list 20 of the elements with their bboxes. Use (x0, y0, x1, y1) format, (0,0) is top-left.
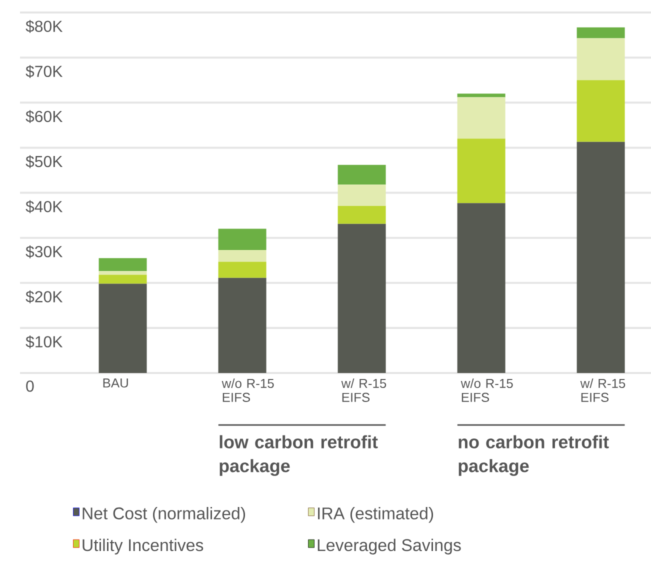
y-tick-label: $70K (26, 65, 63, 78)
legend-label: Net Cost (normalized) (82, 506, 246, 523)
y-tick-label: $40K (26, 200, 63, 214)
y-tick-label: 0 (26, 380, 34, 392)
x-tick-label: w/o R-15 EIFS (222, 378, 274, 402)
legend-label: Leveraged Savings (318, 538, 461, 555)
y-tick-label: $20K (26, 290, 63, 304)
y-tick-label: $10K (26, 335, 63, 348)
x-tick-label: w/o R-15 EIFS (460, 378, 513, 402)
y-tick-label: $50K (26, 155, 63, 168)
y-tick-label: $80K (26, 20, 63, 33)
text: low carbon retrofit package (220, 435, 378, 476)
y-tick-label: $60K (26, 110, 63, 124)
x-tick-label: w/ R-15 EIFS (580, 378, 626, 402)
legend-label: Utility Incentives (82, 538, 204, 555)
y-tick-label: $30K (26, 245, 63, 258)
legend-label: IRA (estimated) (318, 506, 434, 523)
text: no carbon retrofit package (458, 435, 609, 476)
x-tick-label: BAU (103, 378, 128, 388)
x-tick-label: w/ R-15 EIFS (341, 378, 386, 402)
